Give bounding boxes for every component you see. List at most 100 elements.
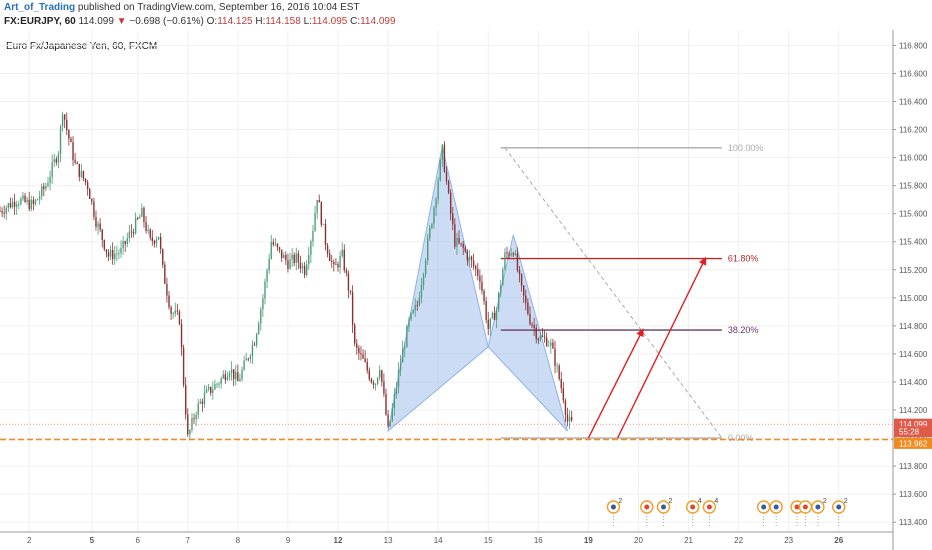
fib-retracement[interactable]: 100.00% 61.80% 38.20% 0.00% <box>500 143 764 443</box>
candle-body <box>291 254 293 260</box>
candle-body <box>368 370 371 380</box>
candle-body <box>105 249 108 253</box>
candle-body <box>5 207 7 214</box>
candle-body <box>32 199 35 204</box>
candle-body <box>262 298 264 310</box>
price-tick-label: 116.200 <box>899 126 928 135</box>
candle-body <box>339 256 341 268</box>
candle-body <box>63 114 66 120</box>
time-tick-label: 13 <box>384 536 393 545</box>
candle-body <box>404 347 406 349</box>
time-tick-label: 23 <box>784 536 793 545</box>
candle-body <box>9 203 12 208</box>
price-tick-label: 113.800 <box>899 462 928 471</box>
author-link[interactable]: Art_of_Trading <box>4 2 76 13</box>
candle-body <box>439 159 441 181</box>
candle-body <box>59 126 62 155</box>
time-tick-label: 7 <box>186 536 191 545</box>
fib-diagonal <box>504 147 723 439</box>
candle-body <box>554 348 556 366</box>
candles <box>0 111 573 441</box>
close-value: 114.099 <box>360 16 396 27</box>
price-tick-label: 115.400 <box>899 238 928 247</box>
candle-body <box>481 281 483 291</box>
harmonic-pattern[interactable] <box>387 146 568 433</box>
candle-body <box>376 377 379 384</box>
candle-body <box>239 379 241 382</box>
candle-body <box>356 343 358 348</box>
event-count: 2 <box>844 498 848 505</box>
high-label: H: <box>255 16 266 27</box>
candle-body <box>70 138 72 143</box>
candle-body <box>535 327 537 339</box>
candle-body <box>564 400 567 415</box>
economic-events[interactable]: 2 2 4 4 2 2 <box>606 498 848 528</box>
candle-body <box>502 269 504 286</box>
candle-body <box>212 389 214 393</box>
candle-body <box>47 183 49 187</box>
candle-body <box>228 373 231 378</box>
candle-body <box>324 223 327 246</box>
candle-body <box>195 414 197 420</box>
candle-body <box>157 236 160 240</box>
candle-body <box>460 243 462 244</box>
candle-body <box>89 189 91 199</box>
projection-arrow <box>616 256 707 439</box>
candle-body <box>424 260 427 275</box>
candle-body <box>199 401 201 404</box>
candle-body <box>341 249 343 257</box>
time-tick-label: 22 <box>734 536 743 545</box>
candle-body <box>552 342 554 349</box>
symbol-label[interactable]: FX:EURJPY, 60 <box>4 16 76 27</box>
candle-body <box>26 199 28 202</box>
event-count: 2 <box>618 498 622 505</box>
candle-body <box>381 370 383 382</box>
candle-body <box>568 417 571 422</box>
candle-body <box>109 249 112 257</box>
candle-body <box>20 198 22 205</box>
candle-body <box>489 318 492 330</box>
candle-body <box>155 239 158 244</box>
candle-body <box>389 420 391 426</box>
projection-arrows[interactable] <box>587 256 707 439</box>
down-arrow-icon: ▼ <box>116 16 127 27</box>
candle-body <box>45 186 47 189</box>
candle-body <box>0 210 1 212</box>
candle-body <box>504 252 506 270</box>
candle-body <box>385 393 387 415</box>
candle-body <box>287 260 289 269</box>
candle-body <box>114 253 116 260</box>
fib-level-label: 100.00% <box>728 143 764 153</box>
candle-body <box>395 387 398 395</box>
candle-body <box>266 270 268 282</box>
candle-body <box>49 176 51 184</box>
candle-body <box>201 401 204 405</box>
candle-body <box>145 222 147 232</box>
candle-body <box>38 196 41 200</box>
price-tag-box <box>894 437 932 449</box>
candle-body <box>443 144 446 172</box>
event-dot <box>836 504 842 510</box>
price-tick-label: 113.600 <box>899 490 928 499</box>
candle-body <box>497 292 500 310</box>
candle-body <box>445 171 448 182</box>
candle-body <box>203 392 206 405</box>
candle-body <box>539 335 542 341</box>
event-count: 2 <box>823 498 827 505</box>
candle-body <box>374 383 377 385</box>
time-tick-label: 20 <box>634 536 643 545</box>
candle-body <box>548 345 550 347</box>
candle-body <box>22 195 24 199</box>
candle-body <box>337 264 339 268</box>
candle-body <box>345 270 348 274</box>
candle-body <box>393 394 396 409</box>
candle-body <box>57 154 60 163</box>
support-line[interactable] <box>0 423 893 441</box>
event-count: 2 <box>668 498 672 505</box>
candle-body <box>408 319 410 327</box>
time-tick-label: 9 <box>286 536 291 545</box>
price-tick-label: 116.800 <box>899 41 928 50</box>
candle-body <box>143 207 145 223</box>
